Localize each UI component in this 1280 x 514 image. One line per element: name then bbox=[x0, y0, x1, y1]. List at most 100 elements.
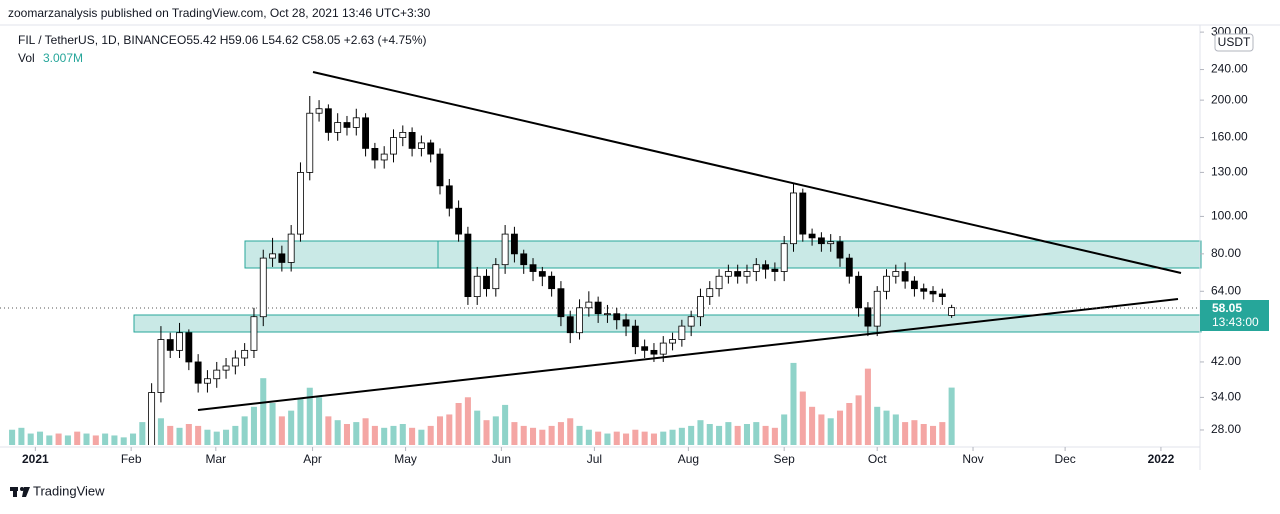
candle-body bbox=[790, 192, 797, 245]
volume-bar bbox=[334, 420, 341, 445]
legend-symbol: FIL / TetherUS, 1D, BINANCE bbox=[18, 33, 177, 47]
candle-body bbox=[37, 470, 43, 471]
volume-bar bbox=[9, 429, 16, 445]
volume-bar bbox=[260, 378, 267, 445]
y-tick-label: 100.00 bbox=[1211, 209, 1248, 223]
candle-body bbox=[557, 288, 565, 318]
volume-bar bbox=[641, 431, 648, 445]
volume-bar bbox=[278, 416, 285, 445]
candle-body bbox=[483, 275, 490, 290]
volume-bar bbox=[139, 422, 146, 445]
candle-body bbox=[18, 474, 24, 478]
x-tick-label: Feb bbox=[121, 452, 142, 466]
volume-bar bbox=[362, 418, 369, 445]
volume-bar bbox=[827, 418, 834, 445]
volume-bar bbox=[920, 424, 927, 445]
candle-body bbox=[56, 470, 62, 478]
x-tick-label: Sep bbox=[774, 452, 796, 466]
volume-bar bbox=[195, 425, 202, 445]
candle-body bbox=[46, 470, 52, 471]
volume-bar bbox=[185, 424, 192, 445]
candle-body bbox=[297, 172, 304, 235]
candle-body bbox=[883, 275, 890, 292]
currency-box[interactable] bbox=[1214, 33, 1254, 52]
candle-body bbox=[93, 470, 99, 478]
candle-body bbox=[324, 108, 332, 133]
candle-body bbox=[901, 271, 909, 282]
volume-bar bbox=[734, 425, 741, 445]
candle-body bbox=[771, 268, 779, 272]
y-tick-label: 80.00 bbox=[1211, 246, 1241, 260]
candle-body bbox=[808, 233, 816, 239]
y-tick-label: 160.00 bbox=[1211, 130, 1248, 144]
x-tick-label: Dec bbox=[1054, 452, 1075, 466]
candle-body bbox=[399, 132, 407, 138]
candle-body bbox=[669, 339, 676, 344]
volume-bar bbox=[781, 414, 788, 445]
candle-body bbox=[799, 192, 807, 235]
y-tick-label: 130.00 bbox=[1211, 165, 1248, 179]
candle-body bbox=[576, 307, 583, 334]
y-tick-label: 64.00 bbox=[1211, 283, 1241, 297]
volume-bar bbox=[548, 425, 555, 445]
volume-bar bbox=[520, 425, 527, 445]
volume-bar bbox=[939, 422, 946, 445]
volume-bar bbox=[623, 433, 630, 445]
candle-body bbox=[148, 392, 156, 445]
volume-bar bbox=[790, 362, 797, 445]
candle-body bbox=[948, 307, 956, 316]
volume-bar bbox=[232, 425, 239, 445]
candle-body bbox=[102, 474, 108, 478]
candle-body bbox=[269, 253, 276, 259]
volume-bar bbox=[120, 437, 127, 445]
candle-body bbox=[604, 313, 611, 316]
volume-bar bbox=[343, 424, 350, 445]
candle-body bbox=[352, 117, 360, 128]
volume-bar bbox=[511, 422, 518, 445]
candle-body bbox=[641, 346, 649, 351]
candle-body bbox=[585, 301, 593, 309]
candle-body bbox=[194, 361, 202, 384]
legend-bg bbox=[0, 30, 470, 70]
currency[interactable]: USDT bbox=[1218, 35, 1251, 49]
volume-bar bbox=[613, 431, 620, 445]
volume-bar bbox=[743, 424, 750, 445]
candle-body bbox=[250, 316, 258, 351]
volume-bar bbox=[418, 429, 425, 445]
volume-bar bbox=[762, 425, 769, 445]
y-tick-label: 34.00 bbox=[1211, 390, 1241, 404]
volume-bar bbox=[353, 422, 360, 445]
candles bbox=[18, 95, 956, 478]
candle-body bbox=[910, 280, 918, 290]
volume-bar bbox=[241, 416, 248, 445]
volume-bar bbox=[948, 387, 955, 445]
legend-vol-value: 3.007M bbox=[43, 51, 83, 65]
candle-body bbox=[845, 257, 853, 277]
volume-bar bbox=[409, 427, 416, 445]
drawings bbox=[0, 71, 1202, 411]
candle-body bbox=[548, 275, 556, 290]
volume-bar bbox=[446, 414, 453, 445]
candle-body bbox=[752, 264, 760, 272]
candle-body bbox=[864, 307, 872, 327]
volume-bar bbox=[650, 433, 657, 445]
candle-body bbox=[408, 132, 416, 149]
volume-bar bbox=[176, 427, 183, 445]
candle-body bbox=[510, 233, 518, 255]
x-tick-label: Oct bbox=[868, 452, 887, 466]
candle-body bbox=[734, 271, 742, 277]
volume-bar bbox=[111, 435, 118, 445]
publisher: zoomarzanalysis published on TradingView… bbox=[8, 6, 431, 20]
tv-logo[interactable] bbox=[10, 487, 30, 497]
candle-body bbox=[436, 153, 444, 187]
footer-brand[interactable]: TradingView bbox=[33, 483, 105, 498]
candle-body bbox=[836, 241, 844, 259]
countdown: 13:43:00 bbox=[1212, 315, 1259, 329]
candle-body bbox=[315, 108, 323, 114]
volume-bar bbox=[55, 433, 62, 445]
trendline bbox=[197, 298, 1179, 411]
volume-bar bbox=[530, 427, 537, 445]
candle-body bbox=[83, 470, 89, 478]
trendline bbox=[312, 71, 1182, 274]
